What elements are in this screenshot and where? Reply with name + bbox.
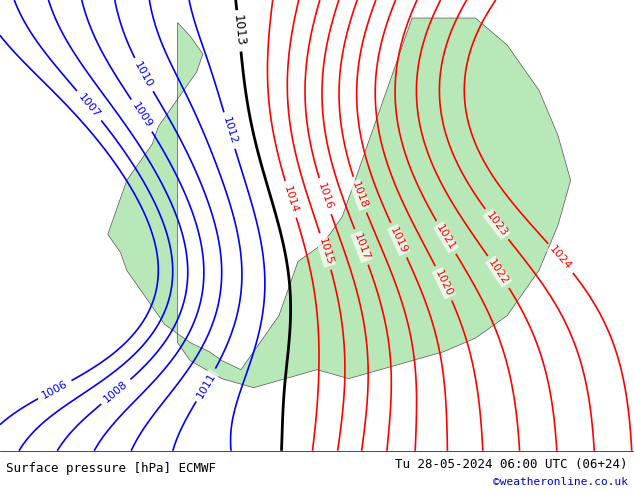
Text: 1013: 1013	[231, 15, 247, 47]
Text: 1018: 1018	[350, 180, 369, 210]
Polygon shape	[108, 18, 571, 388]
Text: 1012: 1012	[221, 116, 238, 146]
Text: ©weatheronline.co.uk: ©weatheronline.co.uk	[493, 477, 628, 487]
Text: Surface pressure [hPa] ECMWF: Surface pressure [hPa] ECMWF	[6, 462, 216, 475]
Text: 1021: 1021	[434, 223, 458, 252]
Text: 1024: 1024	[548, 244, 574, 272]
Text: 1007: 1007	[76, 92, 102, 120]
Text: 1010: 1010	[133, 60, 155, 90]
Text: 1019: 1019	[388, 225, 409, 255]
Text: 1014: 1014	[281, 184, 299, 214]
Text: 1006: 1006	[40, 379, 70, 401]
Text: 1015: 1015	[317, 237, 334, 266]
Text: 1017: 1017	[352, 232, 371, 262]
Text: 1011: 1011	[195, 370, 217, 400]
Text: 1023: 1023	[484, 210, 509, 239]
Text: 1020: 1020	[433, 269, 455, 298]
Text: 1008: 1008	[102, 379, 130, 405]
Text: 1009: 1009	[130, 101, 153, 130]
Text: 1022: 1022	[486, 257, 510, 286]
Text: 1016: 1016	[316, 181, 334, 211]
Text: Tu 28-05-2024 06:00 UTC (06+24): Tu 28-05-2024 06:00 UTC (06+24)	[395, 458, 628, 471]
